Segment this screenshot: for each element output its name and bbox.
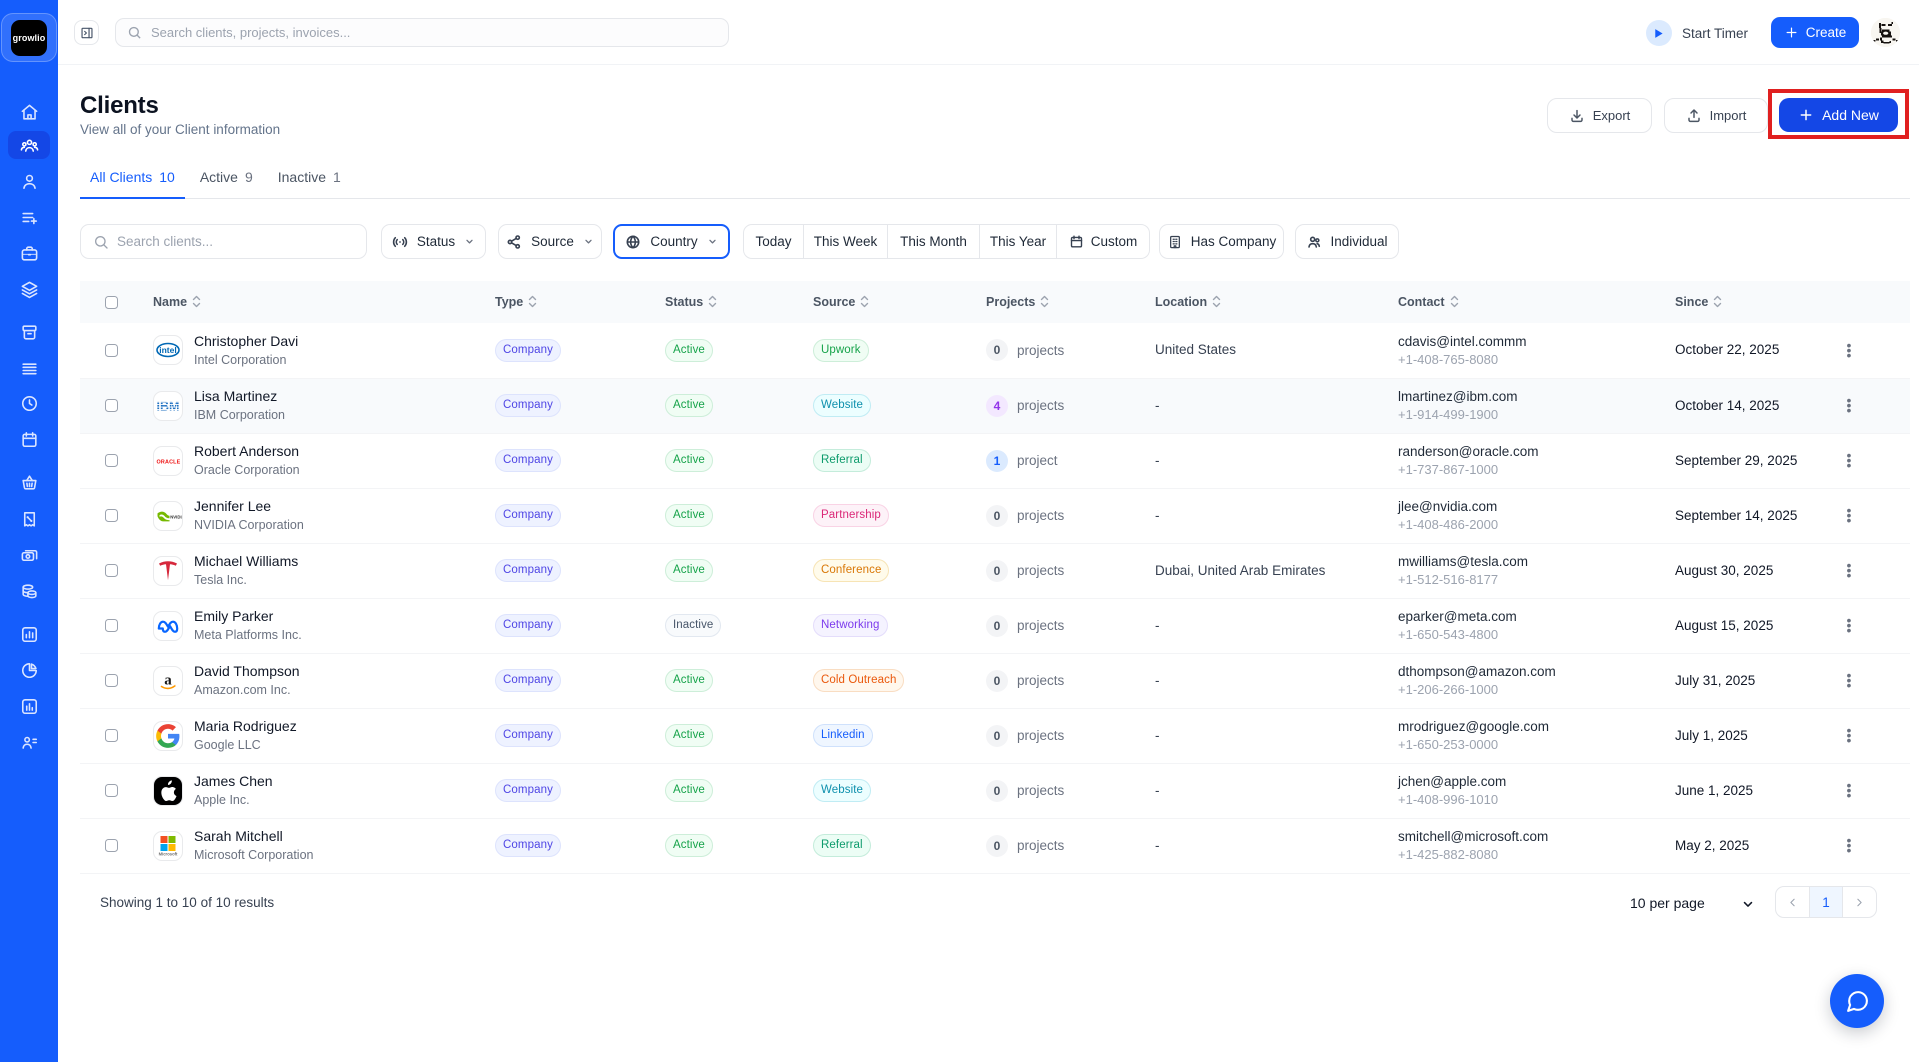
- svg-text:intel: intel: [159, 345, 176, 355]
- svg-text:NVIDIA: NVIDIA: [170, 514, 182, 519]
- svg-text:a: a: [164, 672, 172, 688]
- svg-text:ORACLE: ORACLE: [156, 459, 180, 465]
- svg-text:Microsoft: Microsoft: [159, 851, 178, 856]
